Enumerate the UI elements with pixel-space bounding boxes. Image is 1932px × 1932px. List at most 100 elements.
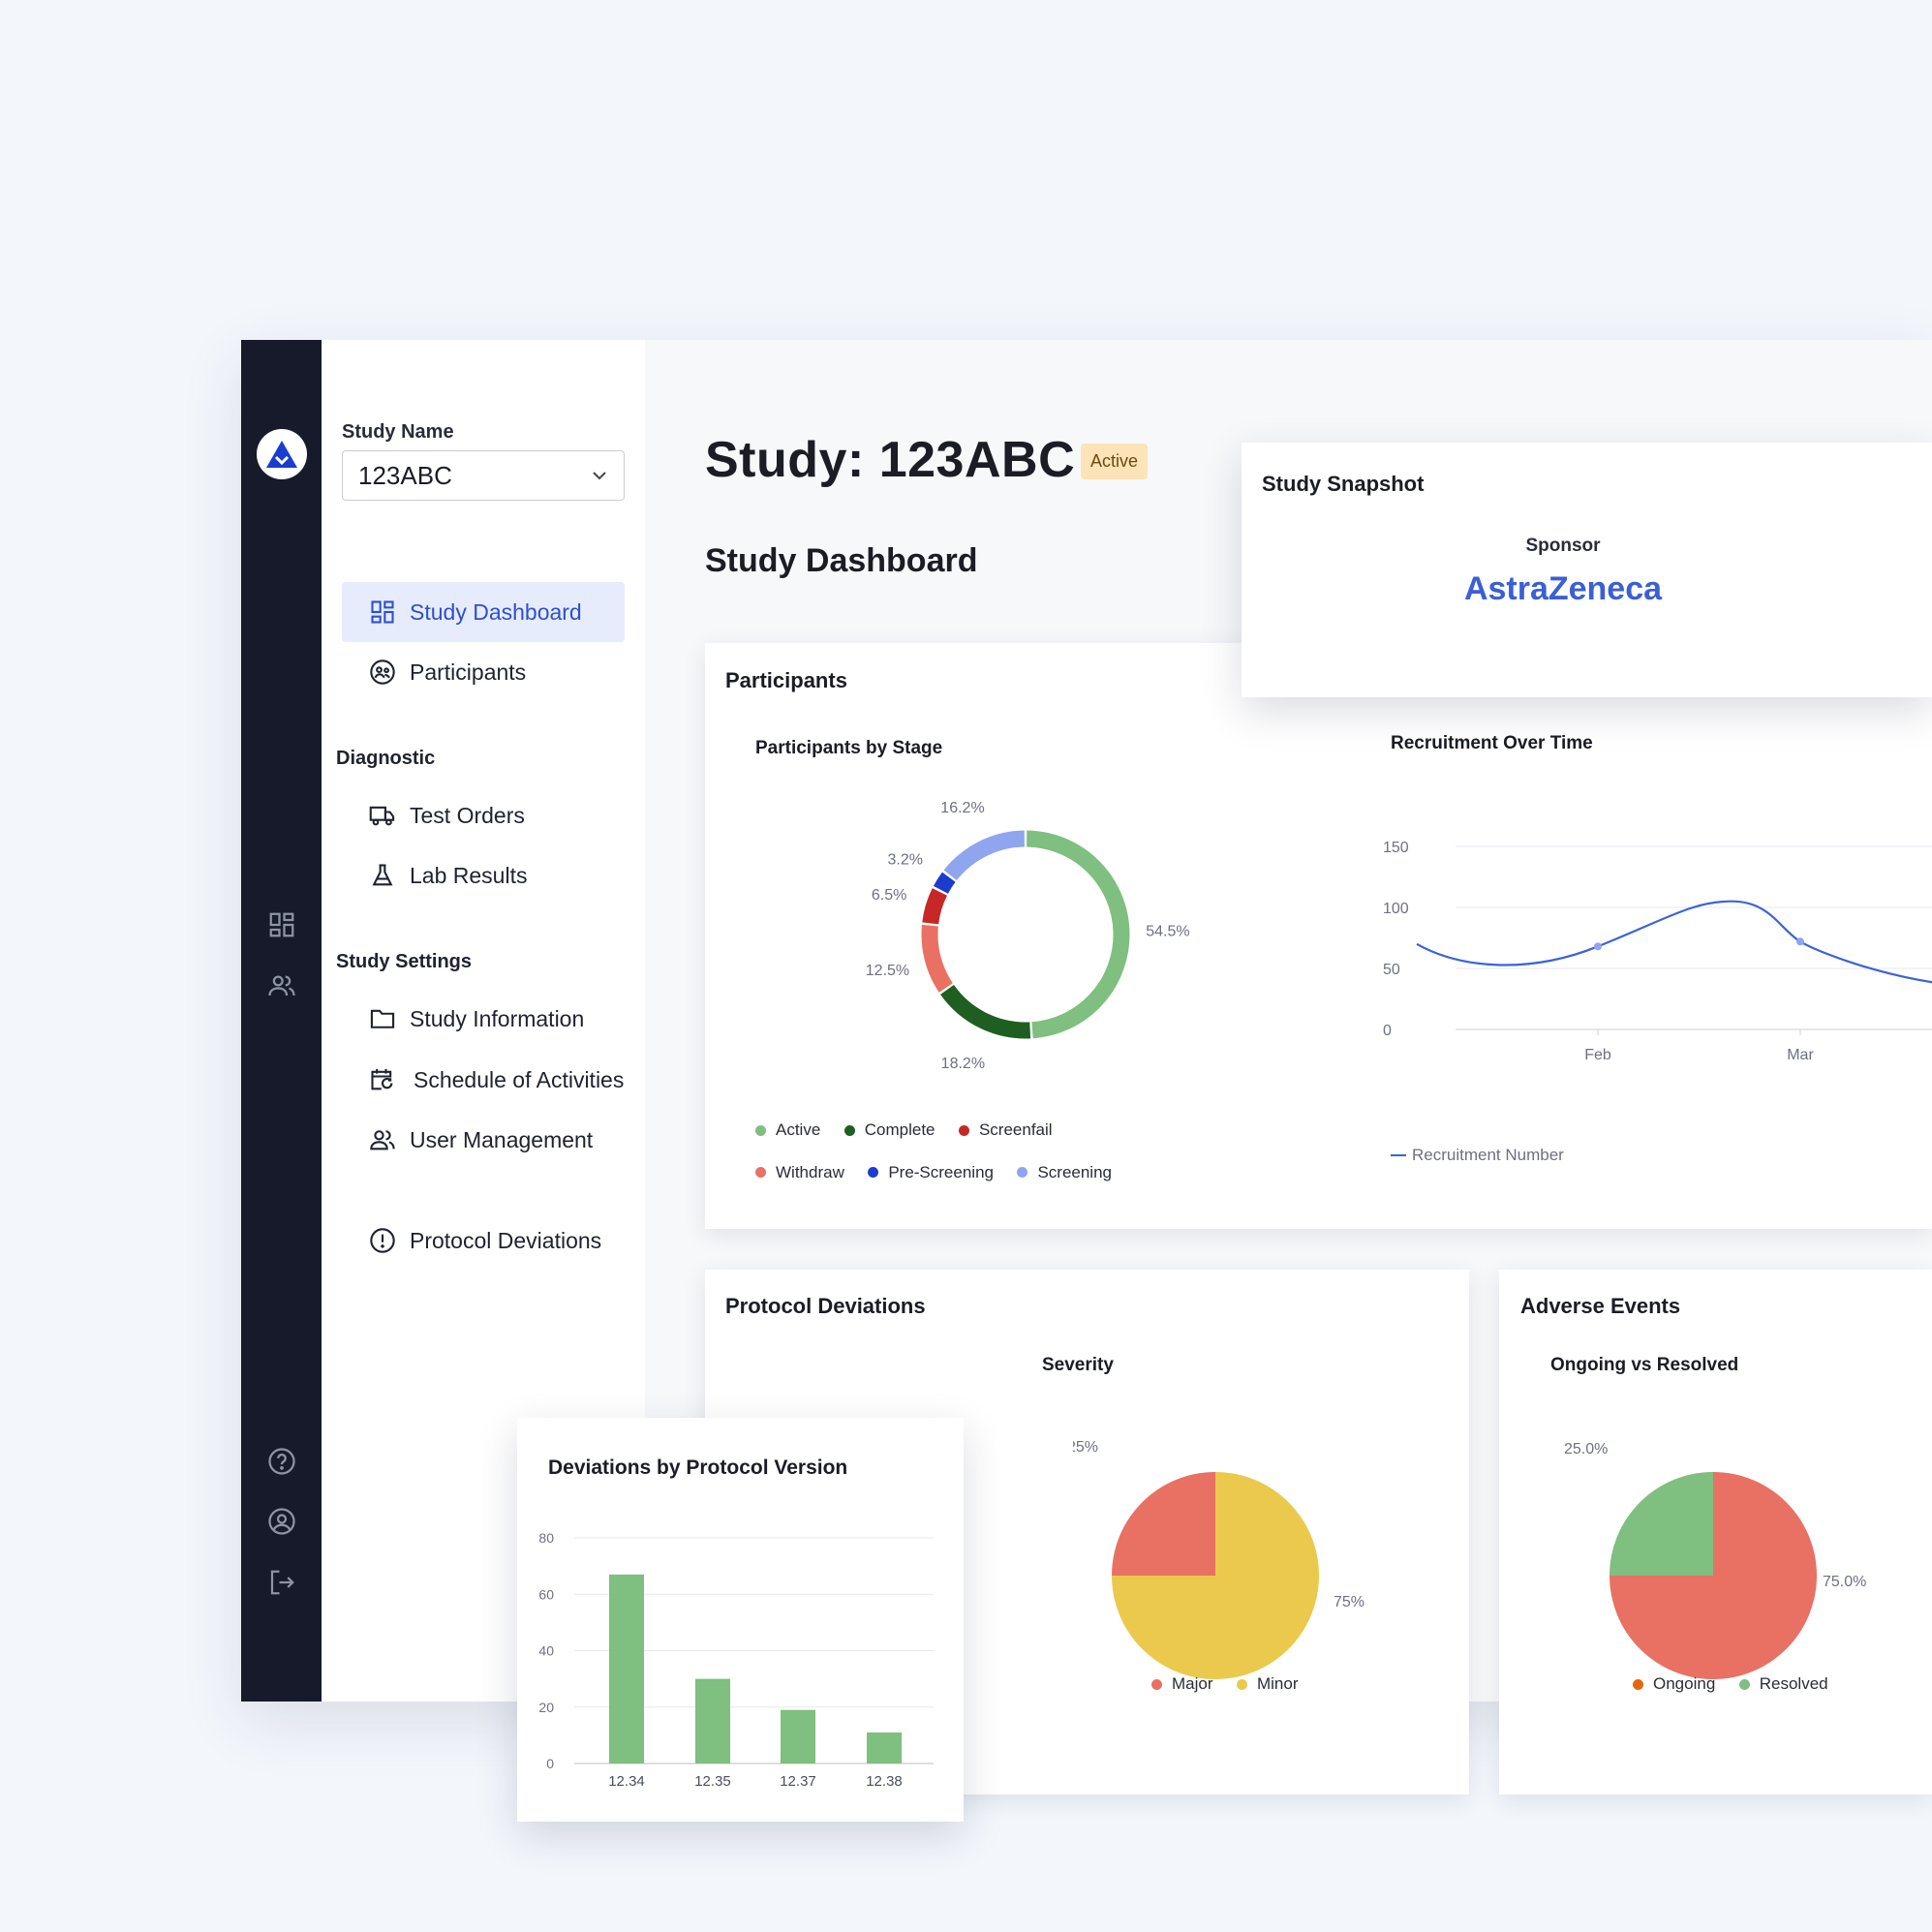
legend-item-withdraw: Withdraw	[755, 1152, 844, 1193]
study-snapshot-card: Study Snapshot Sponsor AstraZeneca	[1242, 443, 1932, 697]
logo-triangle-icon	[266, 441, 297, 468]
recruitment-line-chart: 0 50 100 150 Feb Mar	[1383, 840, 1932, 1063]
legend-label-resolved: Resolved	[1759, 1674, 1828, 1693]
y-tick-label: 0	[546, 1756, 554, 1771]
pie-label-major: 25%	[1073, 1439, 1098, 1456]
study-name-label: Study Name	[342, 421, 454, 443]
recruitment-data-point	[1796, 937, 1804, 946]
y-tick-label: 50	[1383, 962, 1400, 978]
legend-item-pre-screening: Pre-Screening	[868, 1152, 994, 1193]
legend-item-ongoing: Ongoing	[1633, 1674, 1715, 1694]
participants-by-stage-title: Participants by Stage	[755, 738, 943, 758]
participants-card: Participants Participants by Stage Recru…	[705, 643, 1932, 1229]
y-tick-label: 0	[1383, 1023, 1392, 1039]
donut-label-active: 54.5%	[1146, 924, 1189, 940]
ongoing-resolved-pie-chart: 75.0% 25.0%	[1564, 1441, 1866, 1679]
account-icon[interactable]	[267, 1507, 296, 1536]
legend-item-screenfail: Screenfail	[958, 1110, 1053, 1150]
nav-study-dashboard[interactable]: Study Dashboard	[342, 582, 625, 642]
y-tick-label: 40	[538, 1643, 554, 1659]
participants-icon	[370, 659, 395, 685]
severity-title: Severity	[1042, 1355, 1114, 1375]
calendar-refresh-icon	[371, 1068, 393, 1090]
nav-study-information[interactable]: Study Information	[369, 990, 584, 1048]
user-management-icon	[370, 1130, 395, 1150]
donut-label-screenfail: 6.5%	[872, 887, 906, 904]
pie-label-minor: 75%	[1334, 1594, 1365, 1610]
severity-pie-chart: 75% 25%	[1073, 1439, 1365, 1679]
y-tick-label: 20	[538, 1700, 554, 1715]
donut-slice-pre-screening	[933, 872, 956, 894]
legend-label-screenfail: Screenfail	[978, 1120, 1053, 1139]
nav-user-management[interactable]: User Management	[369, 1111, 593, 1169]
legend-label-withdraw: Withdraw	[776, 1162, 844, 1181]
study-select[interactable]: 123ABC	[342, 450, 625, 501]
x-tick-label: 12.37	[780, 1773, 816, 1790]
legend-item-major: Major	[1151, 1674, 1213, 1694]
recruitment-series-line	[1416, 900, 1932, 984]
logout-icon[interactable]	[267, 1568, 296, 1597]
pie-label-ongoing: 75.0%	[1823, 1574, 1866, 1590]
nav-user-management-label: User Management	[410, 1126, 594, 1152]
legend-item-active: Active	[755, 1110, 820, 1150]
donut-label-pre-screening: 3.2%	[888, 851, 923, 868]
y-tick-label: 150	[1383, 840, 1409, 856]
adverse-events-card: Adverse Events Ongoing vs Resolved 75.0%…	[1499, 1270, 1932, 1794]
participants-donut-chart: 54.5% 18.2% 12.5% 6.5% 3.2% 16.2%	[866, 800, 1190, 1072]
donut-label-withdraw: 12.5%	[866, 963, 909, 979]
donut-slice-screenfail	[922, 888, 948, 925]
donut-slice-active	[1027, 830, 1130, 1039]
bar-12.37	[781, 1709, 815, 1763]
help-icon[interactable]	[267, 1447, 296, 1476]
dashboard-icon	[371, 600, 394, 624]
recruitment-title: Recruitment Over Time	[1391, 733, 1593, 753]
ongoing-vs-resolved-title: Ongoing vs Resolved	[1550, 1355, 1739, 1375]
x-tick-label: Mar	[1787, 1047, 1814, 1063]
folder-icon	[370, 1009, 395, 1028]
flask-icon	[372, 864, 393, 886]
nav-lab-results-label: Lab Results	[410, 862, 528, 888]
donut-label-screening: 16.2%	[940, 800, 984, 816]
recruitment-legend-label: Recruitment Number	[1412, 1146, 1564, 1164]
recruitment-data-point	[1594, 942, 1602, 951]
legend-line-swatch	[1391, 1154, 1406, 1156]
page-title: Study: 123ABC	[705, 432, 1076, 488]
legend-item-screening: Screening	[1017, 1152, 1112, 1193]
nav-participants[interactable]: Participants	[369, 643, 526, 701]
nav-lab-results[interactable]: Lab Results	[369, 846, 527, 905]
nav-study-dashboard-label: Study Dashboard	[410, 598, 582, 625]
nav-protocol-deviations[interactable]: Protocol Deviations	[369, 1211, 601, 1270]
study-select-value: 123ABC	[358, 460, 452, 490]
sponsor-name: AstraZeneca	[1463, 570, 1663, 607]
x-tick-label: 12.35	[694, 1773, 731, 1790]
legend-label-major: Major	[1172, 1674, 1213, 1693]
x-tick-label: Feb	[1584, 1047, 1611, 1063]
nav-test-orders-label: Test Orders	[410, 802, 525, 828]
nav-test-orders[interactable]: Test Orders	[369, 786, 525, 844]
legend-item-minor: Minor	[1236, 1674, 1299, 1694]
legend-item-complete: Complete	[843, 1110, 935, 1150]
x-tick-label: 12.38	[866, 1773, 903, 1790]
adverse-events-title: Adverse Events	[1520, 1294, 1681, 1318]
donut-slice-withdraw	[921, 924, 953, 993]
legend-label-ongoing: Ongoing	[1653, 1674, 1716, 1693]
recruitment-legend: Recruitment Number	[1391, 1146, 1564, 1165]
nav-schedule-of-activities[interactable]: Schedule of Activities	[369, 1051, 624, 1109]
pie-slice-resolved	[1610, 1472, 1713, 1576]
app-logo[interactable]	[257, 429, 307, 479]
users-icon[interactable]	[267, 971, 296, 1000]
sponsor-label: Sponsor	[1525, 536, 1601, 556]
page-subtitle: Study Dashboard	[705, 542, 978, 579]
severity-legend: Major Minor	[1151, 1674, 1317, 1695]
icon-rail	[241, 340, 322, 1702]
legend-label-complete: Complete	[864, 1120, 935, 1139]
nav-section-diagnostic: Diagnostic	[336, 748, 436, 769]
participants-legend: Active Complete Screenfail Withdraw Pre-…	[755, 1110, 1191, 1194]
donut-label-complete: 18.2%	[941, 1056, 985, 1072]
pie-slice-major	[1112, 1472, 1215, 1576]
legend-label-active: Active	[776, 1120, 821, 1139]
status-badge: Active	[1081, 444, 1149, 479]
legend-label-minor: Minor	[1256, 1674, 1299, 1693]
donut-slice-screening	[943, 830, 1026, 881]
dashboard-icon[interactable]	[267, 910, 296, 939]
